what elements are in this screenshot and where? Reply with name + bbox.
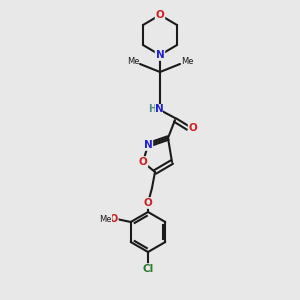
Text: Me: Me: [99, 214, 112, 224]
Text: Cl: Cl: [142, 264, 154, 274]
Text: O: O: [189, 123, 197, 133]
Text: Me: Me: [181, 58, 193, 67]
Text: O: O: [139, 157, 147, 167]
Text: N: N: [154, 104, 164, 114]
Text: N: N: [156, 50, 164, 60]
Text: O: O: [144, 198, 152, 208]
Text: O: O: [156, 10, 164, 20]
Text: H: H: [148, 104, 156, 114]
Text: N: N: [144, 140, 152, 150]
Text: Me: Me: [127, 58, 139, 67]
Text: O: O: [110, 214, 118, 224]
